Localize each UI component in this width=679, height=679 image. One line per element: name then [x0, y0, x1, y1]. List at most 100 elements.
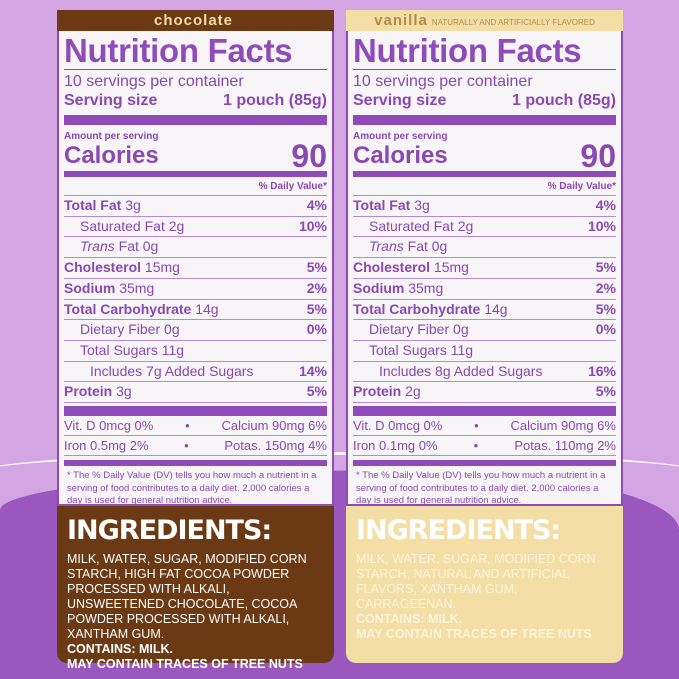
nutrient-row: Dietary Fiber 0g 0%	[64, 320, 327, 341]
nutrient-name: Includes 7g Added Sugars	[64, 362, 253, 382]
nutrient-dv: 10%	[298, 217, 327, 234]
nutrient-row: Protein 3g 5%	[64, 382, 327, 404]
nutrient-label: Total Sugars	[80, 341, 158, 358]
nutrient-amount: 0g	[453, 321, 469, 338]
thick-divider	[64, 115, 327, 125]
nutrient-name: Total Sugars 11g	[64, 341, 184, 361]
nutrient-label: Sodium	[64, 279, 116, 296]
nutrient-label: Saturated Fat	[80, 217, 165, 234]
serving-size: Serving size 1 pouch (85g)	[353, 91, 616, 111]
nutrient-label: Includes 7g Added Sugars	[90, 362, 254, 379]
nutrient-dv: 5%	[595, 300, 616, 317]
may-contain-statement: MAY CONTAIN TRACES OF TREE NUTS	[356, 627, 592, 641]
nutrient-name: Total Fat 3g	[353, 196, 430, 216]
nutrient-label: Sodium	[353, 279, 405, 296]
ingredients-heading: INGREDIENTS:	[67, 515, 272, 546]
calories-value: 90	[580, 138, 616, 174]
nutrient-amount: 35mg	[119, 279, 155, 296]
footnote: * The % Daily Value (DV) tells you how m…	[356, 470, 606, 507]
nutrient-dv: 5%	[306, 300, 327, 317]
nutrient-label: Protein	[353, 383, 402, 400]
thick-divider	[353, 115, 616, 125]
nutrition-facts-label: Nutrition Facts 10 servings per containe…	[346, 31, 623, 506]
label-title: Nutrition Facts	[353, 33, 616, 70]
mineral-row: Iron 0.1mg 0% • Potas. 110mg 2%	[353, 436, 616, 457]
nutrient-label: Cholesterol	[64, 259, 142, 276]
nutrient-name: Total Fat 3g	[64, 196, 141, 216]
serving-size: Serving size 1 pouch (85g)	[64, 91, 327, 111]
flavor-tab: vanilla NATURALLY AND ARTIFICIALLY FLAVOR…	[346, 10, 623, 31]
nutrient-dv: 5%	[595, 383, 616, 400]
mineral-row: Iron 0.5mg 2% • Potas. 150mg 4%	[64, 436, 327, 457]
nutrient-amount: 15mg	[433, 259, 469, 276]
nutrient-name: Saturated Fat 2g	[353, 217, 473, 237]
calories-label: Calories	[353, 142, 448, 169]
mineral-right: Potas. 150mg 4%	[224, 438, 327, 454]
nutrient-dv: 2%	[306, 279, 327, 296]
servings-per-container: 10 servings per container	[64, 73, 244, 90]
serving-size-label: Serving size	[353, 92, 447, 109]
nutrient-label: Trans	[369, 238, 404, 255]
nutrient-row: Sodium 35mg 2%	[64, 279, 327, 300]
nutrient-row: Total Fat 3g 4%	[64, 196, 327, 217]
daily-value-header: % Daily Value*	[353, 179, 616, 196]
serving-size-value: 1 pouch (85g)	[511, 92, 616, 109]
dot-separator: •	[474, 418, 479, 434]
nutrient-dv: 10%	[587, 217, 616, 234]
ingredients-list: MILK, WATER, SUGAR, MODIFIED CORN STARCH…	[67, 552, 307, 641]
mineral-row: Vit. D 0mcg 0% • Calcium 90mg 6%	[353, 416, 616, 437]
nutrient-name: Dietary Fiber 0g	[353, 320, 469, 340]
nutrient-amount: 14g	[195, 300, 219, 317]
nutrient-name: Saturated Fat 2g	[64, 217, 184, 237]
contains-statement: CONTAINS: MILK.	[67, 642, 174, 656]
nutrient-row: Includes 8g Added Sugars 16%	[353, 362, 616, 383]
flavor-name: chocolate	[153, 12, 234, 29]
nutrient-amount: 11g	[450, 341, 474, 358]
nutrient-amount: 0g	[164, 321, 180, 338]
label-title: Nutrition Facts	[64, 33, 327, 70]
nutrient-name: Includes 8g Added Sugars	[353, 362, 542, 382]
thick-divider	[353, 171, 616, 177]
nutrient-dv: 5%	[595, 259, 616, 276]
nutrient-name: Sodium 35mg	[64, 279, 154, 299]
nutrient-row: Dietary Fiber 0g 0%	[353, 320, 616, 341]
calories-value: 90	[291, 138, 327, 174]
nutrient-dv: 14%	[298, 362, 327, 379]
nutrient-label: Total Fat	[64, 197, 122, 213]
ingredients-box: INGREDIENTS: MILK, WATER, SUGAR, MODIFIE…	[346, 506, 623, 663]
nutrient-amount: 2g	[405, 383, 421, 400]
dot-separator: •	[473, 438, 479, 454]
serving-size-value: 1 pouch (85g)	[222, 92, 327, 109]
calories-row: Calories 90	[353, 138, 616, 174]
may-contain-statement: MAY CONTAIN TRACES OF TREE NUTS	[67, 657, 303, 671]
calories-row: Calories 90	[64, 138, 327, 174]
nutrient-dv: 0%	[595, 321, 616, 338]
nutrient-row: Cholesterol 15mg 5%	[353, 258, 616, 279]
thick-divider	[64, 171, 327, 177]
mineral-left: Iron 0.1mg 0%	[353, 438, 438, 454]
nutrient-row: Trans Fat 0g	[353, 237, 616, 259]
mineral-left: Iron 0.5mg 2%	[64, 438, 149, 454]
mineral-row: Vit. D 0mcg 0% • Calcium 90mg 6%	[64, 416, 327, 437]
nutrient-dv: 5%	[306, 259, 327, 276]
nutrient-name: Trans Fat 0g	[64, 237, 158, 257]
nutrient-label: Dietary Fiber	[80, 321, 161, 338]
amount-per-serving: Amount per serving	[64, 131, 159, 142]
nutrient-dv: 16%	[587, 362, 616, 379]
nutrient-name: Protein 2g	[353, 382, 421, 402]
nutrient-dv: 2%	[595, 279, 616, 296]
thick-divider	[64, 460, 327, 467]
nutrient-amount: 11g	[161, 341, 185, 358]
nutrient-row: Total Carbohydrate 14g 5%	[353, 300, 616, 321]
mineral-left: Vit. D 0mcg 0%	[64, 418, 154, 434]
vanilla-nutrition-panel: vanilla NATURALLY AND ARTIFICIALLY FLAVOR…	[346, 10, 623, 663]
nutrient-amount: 15mg	[144, 259, 180, 276]
nutrient-label: Protein	[64, 383, 113, 400]
nutrient-row: Saturated Fat 2g 10%	[353, 217, 616, 238]
dot-separator: •	[185, 418, 190, 434]
nutrient-row: Total Carbohydrate 14g 5%	[64, 300, 327, 321]
daily-value-header: % Daily Value*	[64, 179, 327, 196]
nutrient-name: Total Sugars 11g	[353, 341, 473, 361]
nutrient-amount: 3g	[125, 197, 141, 213]
mineral-right: Calcium 90mg 6%	[510, 418, 616, 434]
